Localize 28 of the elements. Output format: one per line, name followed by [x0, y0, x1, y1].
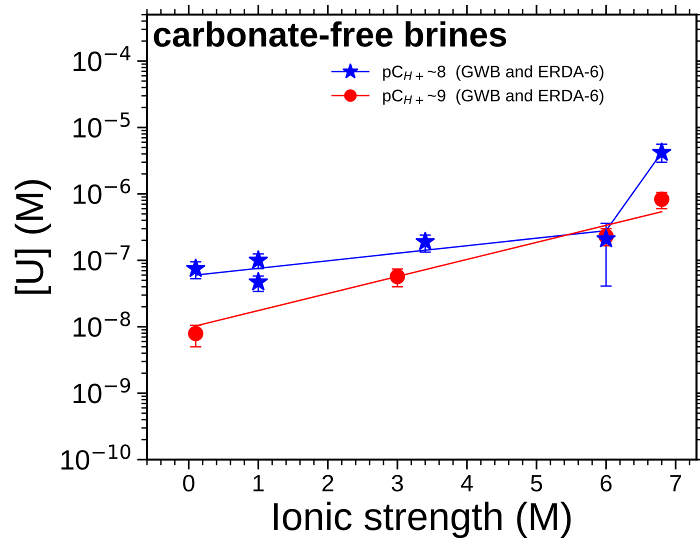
legend-label: pC$_{H+}$~9 (GWB and ERDA-6)	[383, 89, 604, 105]
y-tick-label: 10$^{−5}$	[74, 112, 130, 138]
y-tick-label: 10$^{−8}$	[74, 312, 130, 337]
point	[248, 250, 268, 269]
y-tick-label: 10$^{−4}$	[74, 46, 130, 72]
y-tick-label: 10$^{−9}$	[74, 378, 130, 404]
x-tick-label: 7	[670, 475, 682, 492]
x-tick-label: 5	[530, 475, 542, 492]
x-tick-label: 0	[183, 474, 194, 492]
x-tick-label: 4	[460, 475, 473, 492]
x-tick-label: 1	[254, 475, 264, 492]
legend-label: pC$_{H+}$~8 (GWB and ERDA-6)	[383, 65, 604, 81]
y-tick-label: 10$^{−6}$	[74, 178, 130, 204]
point	[248, 272, 268, 291]
x-tick-label: 2	[322, 474, 334, 492]
point	[390, 268, 406, 284]
chart-title: carbonate-free brines	[154, 21, 506, 47]
y-tick-label: 10$^{−7}$	[74, 245, 130, 270]
y-axis-title: [U] (M)	[14, 180, 52, 294]
x-axis-title: Ionic strength (M)	[274, 502, 571, 538]
point	[188, 326, 204, 342]
x-tick-label: 6	[600, 474, 612, 492]
x-tick-label: 3	[392, 474, 403, 492]
point	[596, 228, 616, 248]
point	[415, 231, 436, 250]
point	[186, 258, 206, 278]
point	[652, 142, 672, 162]
y-tick-label: 10$^{−10}$	[61, 444, 130, 470]
